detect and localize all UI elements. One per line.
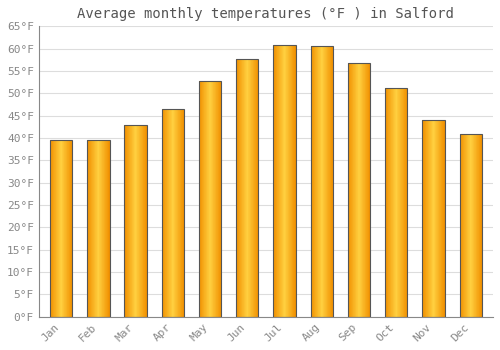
Bar [87,140,110,317]
Bar [199,81,222,317]
Bar [236,59,258,317]
Title: Average monthly temperatures (°F ) in Salford: Average monthly temperatures (°F ) in Sa… [78,7,454,21]
Bar [310,46,333,317]
Bar [50,140,72,317]
Bar [274,45,295,317]
Bar [162,109,184,317]
Bar [124,125,147,317]
Bar [422,120,444,317]
Bar [348,63,370,317]
Bar [460,134,482,317]
Bar [385,88,407,317]
